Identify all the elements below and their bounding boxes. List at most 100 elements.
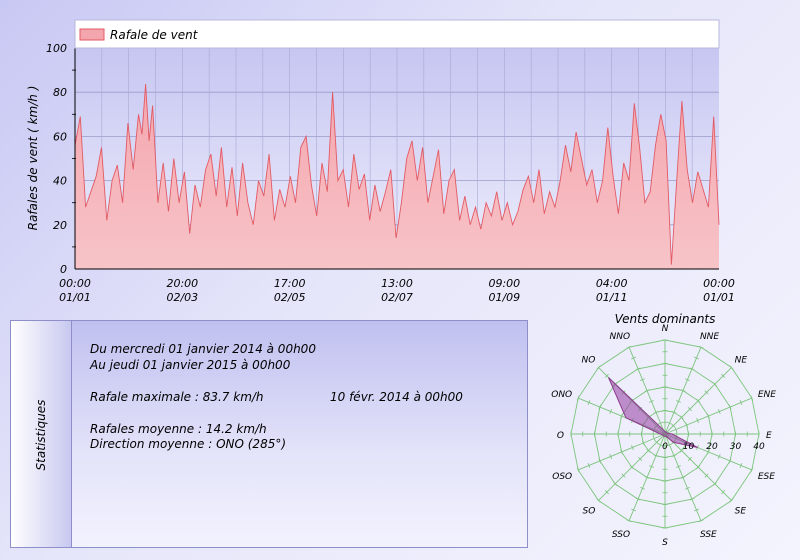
rose-tick [680,476,686,479]
rose-tick [704,473,709,478]
rose-direction-label: NNE [700,332,719,342]
rose-tick [604,490,609,495]
rose-tick [696,465,701,470]
rose-tick [621,473,626,478]
rose-direction-label: NO [582,355,596,365]
rose-radial-tick: 10 [683,442,695,452]
rose-tick [679,448,684,453]
rose-direction-label: N [662,324,669,334]
rose-tick [739,400,743,405]
rose-direction-label: S [662,538,668,548]
y-tick-label: 60 [53,130,67,143]
rose-tick [649,465,654,468]
x-tick-date: 02/05 [274,291,306,304]
rose-tick [644,476,650,479]
rose-tick [640,378,645,382]
rose-tick [653,454,659,458]
rose-direction-label: SE [735,507,747,517]
rose-tick [609,454,613,459]
legend-label: Rafale de vent [110,28,199,42]
rose-tick [635,367,641,371]
rose-tick [698,345,704,349]
rose-tick [676,400,681,403]
rose-tick [631,508,636,512]
rose-tick [685,378,690,382]
rose-direction-label: OSO [552,472,572,482]
rose-tick [717,409,721,414]
rose-tick [649,400,654,403]
rose-tick [707,413,710,419]
legend-box [74,19,720,49]
gust-area [75,84,719,269]
rose-tick [689,367,695,371]
max-gust-date: 10 févr. 2014 à 00h00 [330,390,463,404]
period-to: Au jeudi 01 janvier 2015 à 00h00 [90,358,291,372]
rose-radial-tick: 20 [706,442,718,452]
x-tick-time: 17:00 [274,277,306,290]
rose-tick [652,436,656,441]
rose-tick [626,345,632,349]
rose-tick [613,481,618,486]
x-tick-date: 02/07 [381,291,413,304]
x-tick-date: 01/11 [596,291,628,304]
rose-tick [687,456,692,461]
rose-tick [671,410,677,414]
mean-gust: Rafales moyenne : 14.2 km/h [90,422,267,436]
rose-tick [609,409,613,414]
mean-direction: Direction moyenne : ONO (285°) [90,437,287,451]
rose-tick [698,519,704,523]
y-tick-label: 80 [53,86,67,99]
statistics-side-label: Statistiques [11,321,72,547]
rose-tick [629,465,634,470]
gust-line [74,83,720,265]
rose-tick [694,508,699,512]
wind-rose-title: Vents dominants [615,312,716,326]
x-tick-date: 01/01 [703,291,735,304]
rose-tick [739,463,743,468]
rose-tick [620,449,623,455]
rose-direction-label: E [766,431,772,441]
x-tick-labels: 00:0001/0120:0002/0317:0002/0513:0002/07… [59,277,735,304]
y-tick-label: 20 [53,219,67,232]
x-tick-date: 02/03 [166,291,198,304]
y-tick-label: 0 [60,263,67,276]
x-tick-date: 01/09 [488,291,520,304]
rose-tick [685,486,690,490]
statistics-content: Du mercredi 01 janvier 2014 à 00h00 Au j… [72,321,527,547]
wind-rose-polygon [608,377,698,448]
rose-direction-label: ENE [758,390,776,400]
rose-tick [631,356,636,360]
rose-tick [704,390,709,395]
rose-tick [687,407,692,412]
rose-tick [576,467,580,473]
period-from: Du mercredi 01 janvier 2014 à 00h00 [90,342,316,356]
rose-tick [721,490,726,495]
legend-swatch [79,28,105,41]
x-tick-time: 09:00 [488,277,520,290]
rose-direction-label: SO [583,507,596,517]
x-tick-time: 13:00 [381,277,413,290]
x-tick-time: 20:00 [166,277,198,290]
rose-direction-label: ESE [758,472,775,482]
rose-tick [696,418,699,423]
rose-tick [721,373,726,378]
rose-tick [596,498,601,503]
y-tick-labels: 0 20 40 60 80 100 [46,42,67,276]
rose-tick [679,415,684,420]
rose-tick [653,410,659,414]
rose-tick [671,454,677,458]
y-axis-label: Rafales de vent ( km/h ) [26,86,40,231]
rose-direction-label: NNO [609,332,630,342]
rose-tick [728,458,732,464]
rose-tick [631,445,634,450]
rose-direction-label: O [557,431,564,441]
rose-tick [638,456,643,461]
rose-direction-label: ONO [551,390,572,400]
rose-tick [676,465,681,468]
rose-direction-label: SSO [612,530,630,540]
rose-tick [729,365,734,370]
rose-tick [712,382,717,387]
rose-tick [654,440,659,445]
